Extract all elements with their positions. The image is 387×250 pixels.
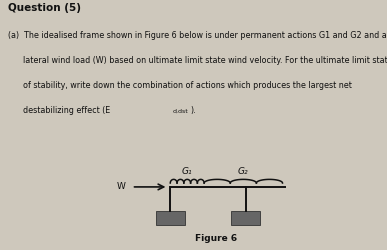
Text: W: W	[117, 182, 126, 192]
Text: lateral wind load (W) based on ultimate limit state wind velocity. For the ultim: lateral wind load (W) based on ultimate …	[8, 56, 387, 65]
Text: G₁: G₁	[182, 168, 192, 176]
Text: d,dst: d,dst	[172, 108, 188, 114]
Text: G₂: G₂	[238, 168, 248, 176]
Bar	[156, 211, 185, 225]
Text: destabilizing effect (E: destabilizing effect (E	[8, 106, 110, 115]
Bar	[231, 211, 260, 225]
Text: Question (5): Question (5)	[8, 3, 81, 13]
Text: (a)  The idealised frame shown in Figure 6 below is under permanent actions G1 a: (a) The idealised frame shown in Figure …	[8, 32, 387, 40]
Text: ).: ).	[190, 106, 196, 115]
Text: Figure 6: Figure 6	[195, 234, 237, 243]
Text: of stability, write down the combination of actions which produces the largest n: of stability, write down the combination…	[8, 81, 352, 90]
